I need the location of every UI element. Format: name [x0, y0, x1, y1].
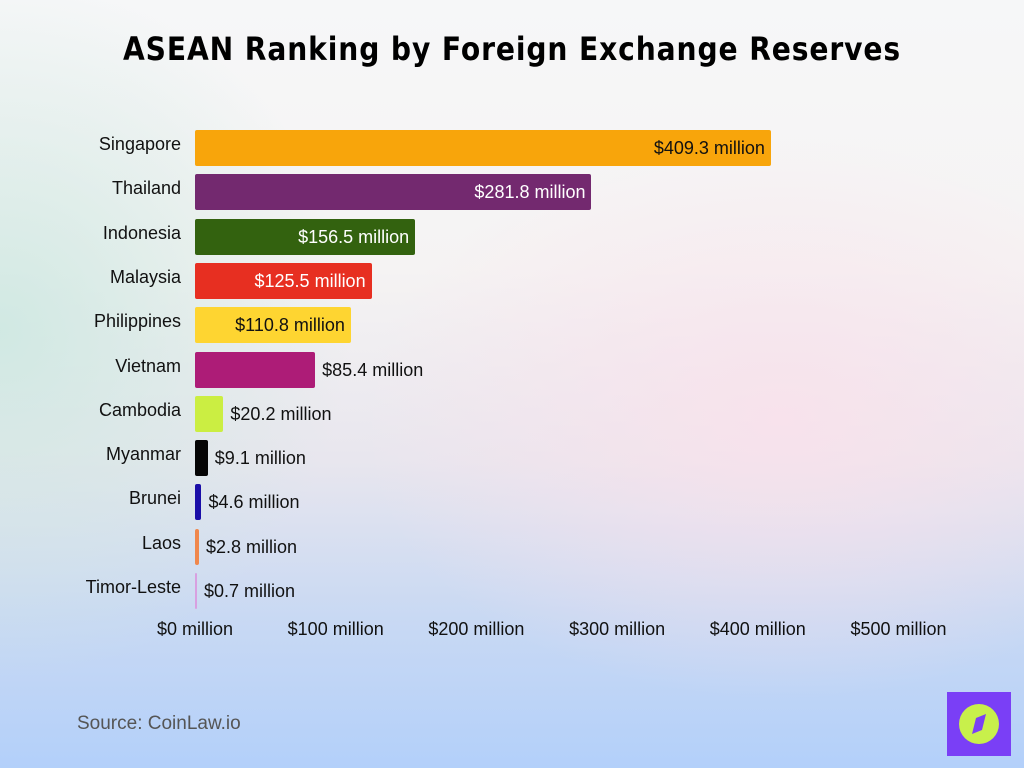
bar-row: Myanmar $9.1 million [0, 440, 1024, 477]
chart-title: ASEAN Ranking by Foreign Exchange Reserv… [123, 30, 901, 68]
data-label: $85.4 million [322, 359, 424, 380]
category-label: Timor-Leste [85, 577, 181, 597]
data-label: $281.8 million [474, 182, 586, 203]
x-tick-label: $500 million [850, 619, 947, 639]
category-label: Thailand [111, 178, 181, 199]
bar [195, 395, 224, 432]
data-label: $409.3 million [653, 138, 765, 158]
brand-logo [947, 692, 1011, 756]
data-label: $2.8 million [205, 536, 297, 557]
category-label: Singapore [98, 134, 181, 154]
bar-row: Singapore $409.3 million [0, 130, 1024, 166]
bar [195, 484, 202, 521]
source-caption: Source: CoinLaw.io [77, 713, 241, 734]
bar-row: Vietnam $85.4 million [0, 351, 1024, 388]
category-label: Brunei [128, 488, 181, 509]
bar [195, 573, 197, 609]
bar [195, 130, 771, 166]
data-label: $125.5 million [254, 270, 366, 291]
category-label: Cambodia [98, 399, 181, 420]
bar-row: Cambodia $20.2 million [0, 395, 1024, 432]
data-label: $110.8 million [235, 315, 345, 336]
bar-row: Indonesia $156.5 million [0, 218, 1024, 255]
bar [195, 351, 316, 388]
bar [195, 307, 351, 344]
data-label: $20.2 million [230, 403, 332, 424]
compass-icon [959, 704, 999, 744]
data-label: $156.5 million [298, 226, 410, 247]
data-label: $9.1 million [214, 448, 306, 469]
data-label: $0.7 million [204, 581, 296, 601]
category-label: Myanmar [105, 444, 181, 465]
x-tick-label: $300 million [569, 619, 666, 639]
category-label: Vietnam [115, 355, 181, 376]
bar [195, 440, 208, 477]
x-tick-label: $0 million [156, 619, 234, 639]
category-label: Indonesia [102, 222, 181, 243]
bar-row: Brunei $4.6 million [0, 484, 1024, 521]
x-tick-label: $200 million [428, 619, 525, 639]
x-tick-label: $100 million [287, 619, 384, 639]
data-label: $4.6 million [208, 492, 300, 513]
category-label: Malaysia [109, 266, 181, 287]
bar [195, 528, 199, 565]
x-tick-label: $400 million [709, 619, 806, 639]
bar-row: Laos $2.8 million [0, 528, 1024, 565]
category-label: Philippines [93, 311, 181, 332]
bar [195, 218, 416, 255]
bar-row: Thailand $281.8 million [0, 174, 1024, 211]
bar [195, 174, 592, 211]
bar-row: Timor-Leste $0.7 million [0, 573, 1024, 609]
bar-row: Malaysia $125.5 million [0, 262, 1024, 299]
category-label: Laos [141, 532, 181, 553]
bar [195, 262, 372, 299]
bar-row: Philippines $110.8 million [0, 307, 1024, 344]
